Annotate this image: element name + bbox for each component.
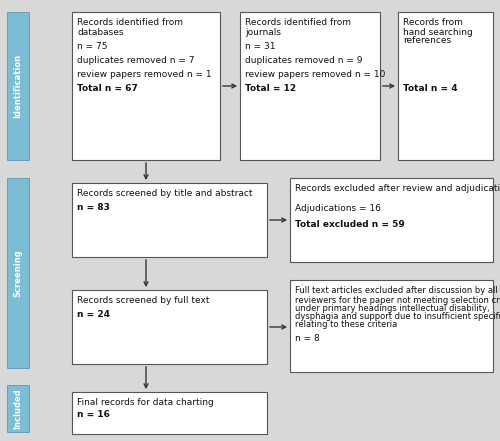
Bar — [290, 178, 493, 262]
Bar — [398, 12, 493, 160]
Text: Records screened by full text: Records screened by full text — [77, 296, 210, 305]
Bar — [290, 280, 493, 372]
Text: n = 24: n = 24 — [77, 310, 110, 319]
Text: Records from: Records from — [403, 18, 463, 27]
Text: duplicates removed n = 7: duplicates removed n = 7 — [77, 56, 194, 65]
Text: Final records for data charting: Final records for data charting — [77, 398, 214, 407]
Text: n = 31: n = 31 — [245, 42, 276, 51]
Text: n = 16: n = 16 — [77, 410, 110, 419]
Text: Records identified from: Records identified from — [77, 18, 183, 27]
Text: Identification: Identification — [14, 54, 22, 118]
Bar — [240, 12, 380, 160]
Text: databases: databases — [77, 28, 124, 37]
Bar — [7, 385, 29, 432]
Text: Records identified from: Records identified from — [245, 18, 351, 27]
Text: n = 75: n = 75 — [77, 42, 108, 51]
Bar — [7, 178, 29, 368]
Bar — [72, 12, 220, 160]
Text: Full text articles excluded after discussion by all: Full text articles excluded after discus… — [295, 286, 498, 295]
Text: journals: journals — [245, 28, 281, 37]
Text: Screening: Screening — [14, 249, 22, 297]
Text: duplicates removed n = 9: duplicates removed n = 9 — [245, 56, 362, 65]
Text: hand searching: hand searching — [403, 28, 473, 37]
Bar — [72, 183, 267, 257]
Text: relating to these criteria: relating to these criteria — [295, 320, 397, 329]
Text: n = 83: n = 83 — [77, 203, 110, 212]
Bar — [7, 12, 29, 160]
Text: Total = 12: Total = 12 — [245, 84, 296, 93]
Text: Total excluded n = 59: Total excluded n = 59 — [295, 220, 405, 229]
Bar — [72, 290, 267, 364]
Text: review papers removed n = 10: review papers removed n = 10 — [245, 70, 386, 79]
Text: Included: Included — [14, 388, 22, 429]
Text: dysphagia and support due to insufficient specificity: dysphagia and support due to insufficien… — [295, 312, 500, 321]
Text: Total n = 4: Total n = 4 — [403, 84, 458, 93]
Text: under primary headings intellectual disability,: under primary headings intellectual disa… — [295, 304, 490, 313]
Text: Adjudications = 16: Adjudications = 16 — [295, 204, 381, 213]
Text: n = 8: n = 8 — [295, 334, 320, 343]
Bar — [72, 392, 267, 434]
Text: reviewers for the paper not meeting selection criteria: reviewers for the paper not meeting sele… — [295, 296, 500, 305]
Text: Records screened by title and abstract: Records screened by title and abstract — [77, 189, 252, 198]
Text: Records excluded after review and adjudications: Records excluded after review and adjudi… — [295, 184, 500, 193]
Text: references: references — [403, 36, 451, 45]
Text: Total n = 67: Total n = 67 — [77, 84, 138, 93]
Text: review papers removed n = 1: review papers removed n = 1 — [77, 70, 212, 79]
